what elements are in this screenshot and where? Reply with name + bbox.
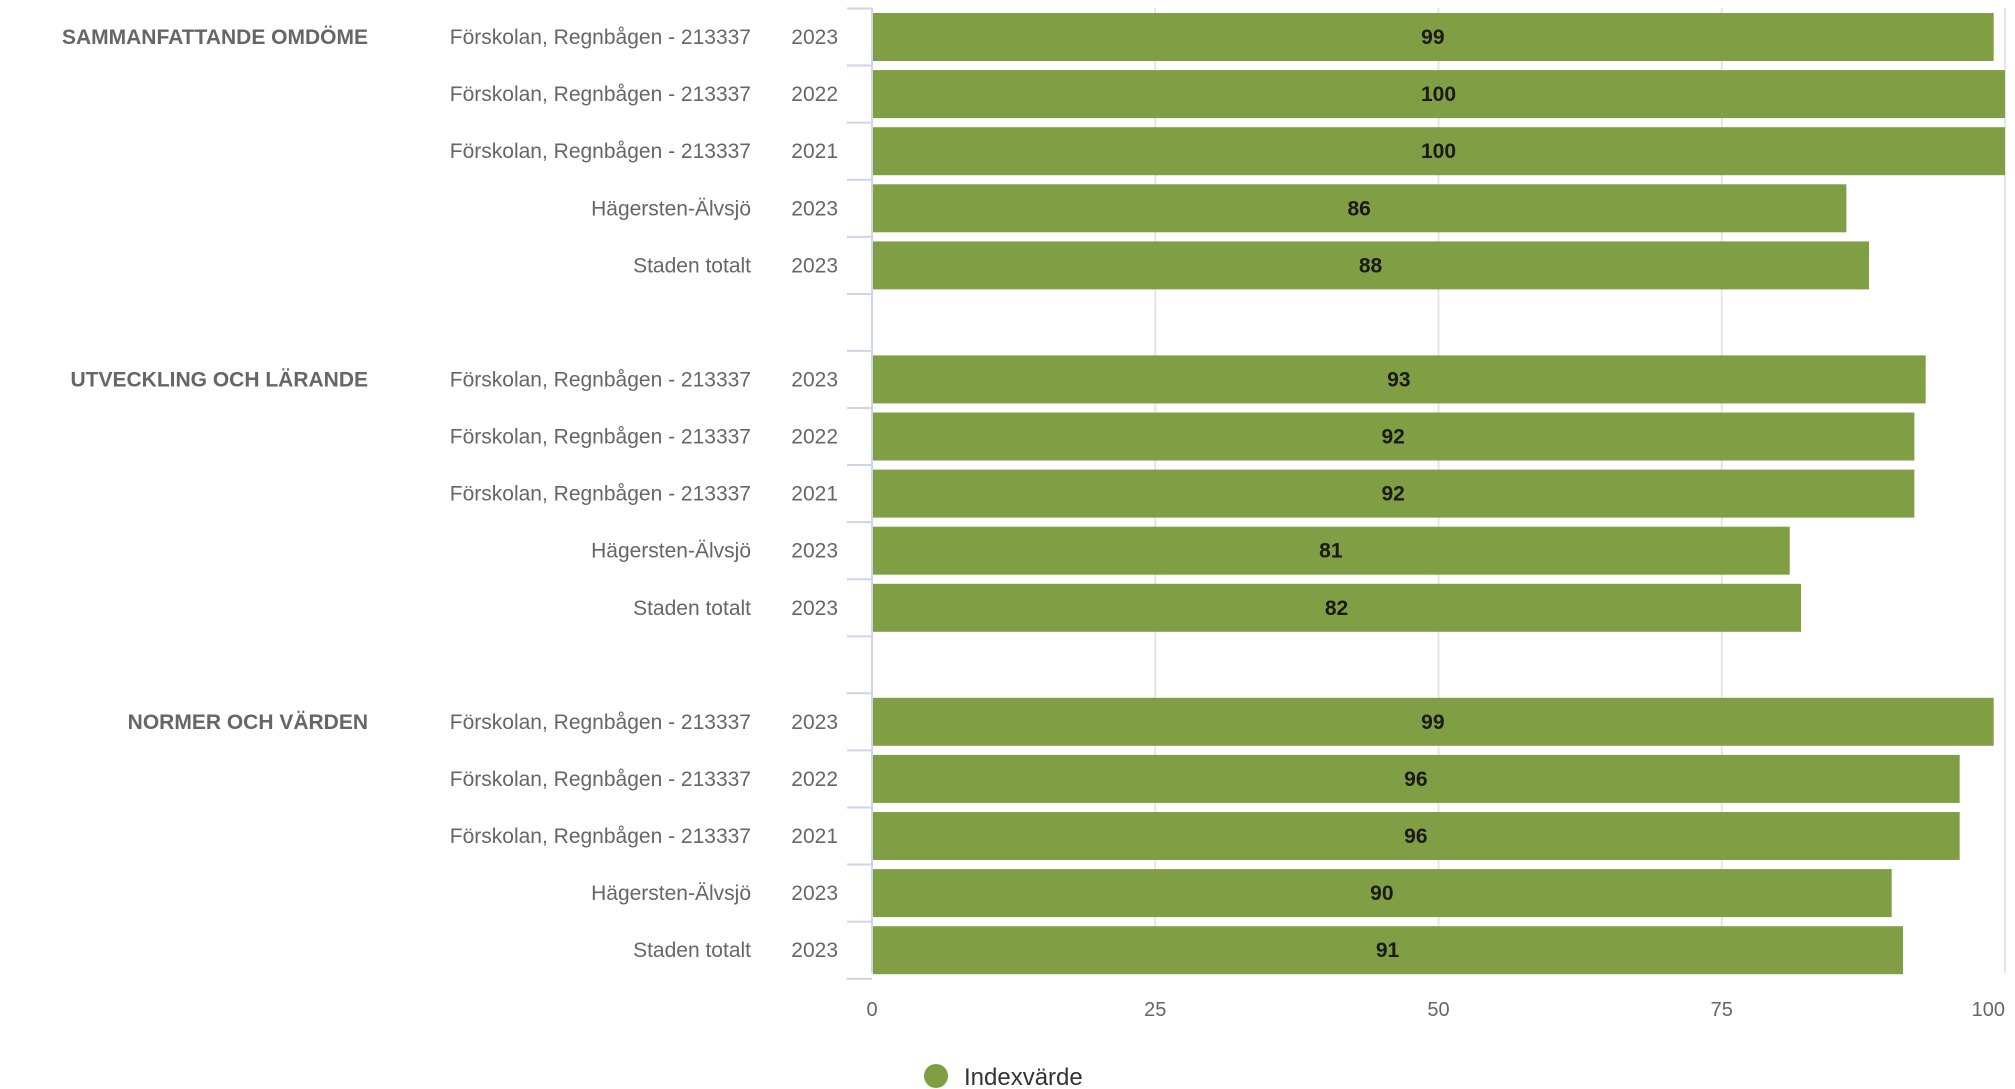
bar[interactable]: [873, 469, 1915, 518]
category-label: Staden totalt: [633, 597, 751, 620]
category-label: Förskolan, Regnbågen - 213337: [450, 368, 751, 391]
data-label: 88: [1359, 254, 1383, 277]
year-label: 2021: [791, 483, 838, 506]
category-label: Förskolan, Regnbågen - 213337: [450, 825, 751, 848]
bar[interactable]: [873, 70, 2005, 119]
category-label: Hägersten-Älvsjö: [591, 197, 751, 220]
x-tick-label: 100: [1972, 999, 2005, 1021]
bar[interactable]: [873, 526, 1790, 575]
category-label: Förskolan, Regnbågen - 213337: [450, 26, 751, 49]
data-label: 96: [1404, 825, 1427, 848]
data-label: 99: [1421, 26, 1444, 49]
x-tick-label: 50: [1427, 999, 1449, 1021]
year-label: 2022: [791, 83, 838, 106]
bar[interactable]: [873, 869, 1892, 918]
year-label: 2021: [791, 825, 838, 848]
year-label: 2022: [791, 426, 838, 449]
category-label: Hägersten-Älvsjö: [591, 540, 751, 563]
bars: 99 100 100 86 88 93 92 92 81 82 99 96 96 90 91: [873, 13, 2005, 975]
year-label: 2023: [791, 597, 838, 620]
year-label: 2022: [791, 768, 838, 791]
group-label: UTVECKLING OCH LÄRANDE: [71, 368, 369, 391]
category-labels: Förskolan, Regnbågen - 213337 2023 SAMMANF…: [62, 26, 838, 962]
legend[interactable]: Indexvärde: [924, 1064, 1083, 1089]
year-label: 2023: [791, 882, 838, 905]
year-label: 2023: [791, 26, 838, 49]
x-tick-label: 25: [1144, 999, 1166, 1021]
legend-label[interactable]: Indexvärde: [964, 1064, 1083, 1089]
bar[interactable]: [873, 926, 1904, 975]
year-label: 2023: [791, 540, 838, 563]
bar[interactable]: [873, 754, 1960, 803]
bar[interactable]: [873, 583, 1802, 632]
category-label: Förskolan, Regnbågen - 213337: [450, 768, 751, 791]
legend-symbol-icon[interactable]: [924, 1064, 948, 1088]
bar[interactable]: [873, 241, 1870, 290]
bar[interactable]: [873, 184, 1847, 233]
data-label: 100: [1421, 140, 1456, 163]
group-label: NORMER OCH VÄRDEN: [128, 711, 368, 734]
year-label: 2023: [791, 711, 838, 734]
data-label: 96: [1404, 768, 1427, 791]
category-label: Förskolan, Regnbågen - 213337: [450, 140, 751, 163]
year-label: 2023: [791, 254, 838, 277]
category-label: Hägersten-Älvsjö: [591, 882, 751, 905]
x-axis: 0 25 50 75 100: [847, 7, 2005, 1021]
x-tick-label: 75: [1711, 999, 1733, 1021]
year-label: 2023: [791, 197, 838, 220]
data-label: 81: [1319, 540, 1343, 563]
bar[interactable]: [873, 412, 1915, 461]
bar[interactable]: [873, 13, 1994, 61]
year-label: 2023: [791, 368, 838, 391]
category-label: Förskolan, Regnbågen - 213337: [450, 426, 751, 449]
data-label: 100: [1421, 83, 1456, 106]
category-label: Förskolan, Regnbågen - 213337: [450, 711, 751, 734]
data-label: 92: [1382, 426, 1405, 449]
group-label: SAMMANFATTANDE OMDÖME: [62, 26, 368, 49]
data-label: 93: [1387, 368, 1410, 391]
data-label: 99: [1421, 711, 1444, 734]
bar[interactable]: [873, 812, 1960, 860]
category-label: Förskolan, Regnbågen - 213337: [450, 483, 751, 506]
year-label: 2021: [791, 140, 838, 163]
x-tick-label: 0: [866, 999, 877, 1021]
data-label: 82: [1325, 597, 1348, 620]
category-label: Förskolan, Regnbågen - 213337: [450, 83, 751, 106]
category-label: Staden totalt: [633, 939, 751, 962]
category-label: Staden totalt: [633, 254, 751, 277]
data-label: 92: [1382, 483, 1405, 506]
bar[interactable]: [873, 355, 1926, 404]
data-label: 86: [1348, 197, 1371, 220]
bar[interactable]: [873, 697, 1994, 746]
data-label: 91: [1376, 939, 1400, 962]
year-label: 2023: [791, 939, 838, 962]
bar[interactable]: [873, 127, 2005, 176]
data-label: 90: [1370, 882, 1393, 905]
